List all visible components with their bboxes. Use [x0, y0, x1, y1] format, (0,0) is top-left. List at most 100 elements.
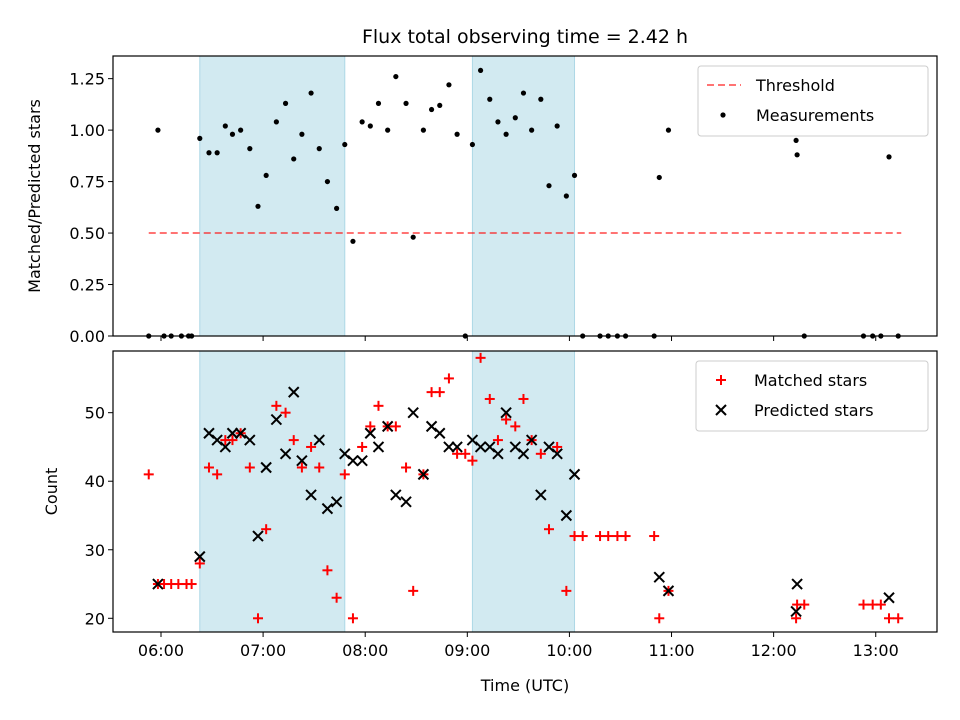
matched-star-point	[365, 421, 376, 432]
measurement-point	[538, 96, 544, 102]
matched-star-point	[373, 400, 384, 411]
measurement-point	[393, 73, 399, 80]
predicted-star-point	[407, 406, 419, 419]
legend: Threshold Measurements	[697, 65, 929, 137]
shaded-interval-2	[471, 350, 576, 633]
matched-star-point	[460, 448, 471, 459]
predicted-star-point	[535, 489, 547, 501]
measurement-point	[367, 123, 373, 129]
axes-frame	[112, 55, 938, 337]
predicted-star-point	[364, 427, 377, 439]
matched-star-point	[475, 352, 486, 363]
matched-star-point	[577, 531, 588, 542]
matched-star-point	[271, 400, 282, 411]
matched-star-point	[858, 599, 869, 610]
measurement-point	[214, 150, 220, 156]
predicted-star-point	[390, 489, 402, 501]
matched-star-point	[620, 531, 631, 542]
matched-star-point	[501, 414, 512, 425]
matched-star-point	[280, 407, 291, 418]
matched-star-point	[288, 435, 299, 446]
matched-star-point	[203, 462, 214, 473]
matched-star-point	[408, 585, 419, 596]
predicted-star-point	[381, 420, 394, 433]
predicted-star-point	[492, 448, 504, 460]
predicted-star-point	[152, 578, 164, 590]
measurement-point	[477, 67, 484, 74]
y-tick-label: 0.75	[69, 173, 105, 192]
measurement-point	[428, 106, 435, 113]
matched-star-point	[443, 373, 454, 384]
measurement-point	[359, 119, 365, 125]
predicted-star-point	[330, 496, 343, 508]
measurement-point	[282, 100, 289, 106]
predicted-star-point	[400, 496, 412, 508]
measurement-point	[222, 123, 228, 129]
predicted-star-point	[551, 448, 563, 460]
axes-frame	[112, 350, 938, 633]
measurement-point	[454, 131, 460, 137]
measurement-point	[206, 150, 212, 156]
y-tick-label: 30	[85, 541, 105, 560]
measurement-point	[793, 137, 799, 144]
bottom-panel: 20 30 40 50 06:00 07:00 08:00 09:00 10:00 11:00 12…	[42, 350, 938, 695]
matched-star-point	[227, 435, 238, 446]
matched-star-point	[518, 393, 529, 404]
predicted-star-point	[443, 441, 455, 453]
predicted-star-point	[321, 502, 334, 515]
matched-star-point	[467, 455, 478, 466]
matched-star-point	[347, 613, 358, 624]
y-axis-label: Count	[42, 468, 61, 516]
predicted-star-point	[194, 550, 206, 563]
matched-star-point	[339, 469, 350, 480]
matched-star-point	[535, 448, 546, 459]
measurement-point	[410, 234, 416, 240]
matched-star-point	[561, 585, 572, 596]
predicted-star-point	[500, 406, 512, 419]
x-tick-label: 08:00	[342, 641, 388, 660]
legend-box	[695, 360, 929, 432]
y-tick-label: 20	[85, 609, 105, 628]
predicted-star-point	[791, 578, 803, 590]
predicted-star-point	[296, 454, 308, 467]
measurement-point	[385, 127, 391, 133]
measurement-point	[308, 90, 314, 96]
predicted-star-point	[313, 434, 325, 446]
measurement-point	[375, 100, 382, 106]
measurement-point	[229, 131, 236, 137]
predicted-star-point	[347, 454, 359, 467]
matched-star-point	[649, 531, 660, 542]
matched-star-point	[791, 613, 802, 624]
y-tick-label: 40	[85, 472, 105, 491]
matched-star-point	[603, 531, 614, 542]
matched-star-point	[212, 469, 223, 480]
predicted-star-point	[288, 386, 300, 398]
matched-star-point	[484, 393, 495, 404]
x-tick-label: 10:00	[546, 641, 592, 660]
top-panel: 0.00 0.25 0.50 0.75 1.00 1.25 Matched/Predicte…	[25, 55, 938, 346]
matched-star-point	[510, 421, 521, 432]
legend-matched-swatch	[716, 375, 726, 385]
matched-star-point	[331, 592, 342, 603]
y-tick-label: 0.00	[69, 327, 105, 346]
predicted-star-point	[560, 509, 573, 522]
measurement-point	[512, 115, 518, 121]
measurement-point	[316, 146, 322, 152]
matched-star-point	[884, 613, 895, 624]
measurement-point	[255, 203, 261, 209]
legend-label: Measurements	[756, 106, 874, 125]
predicted-star-point	[226, 427, 239, 439]
y-tick-label: 0.50	[69, 224, 105, 243]
matched-star-point	[296, 462, 307, 473]
predicted-star-point	[305, 489, 317, 501]
measurement-point	[469, 141, 476, 148]
measurement-point	[334, 205, 340, 211]
measurement-point	[247, 146, 253, 152]
matched-star-point	[401, 462, 412, 473]
measurement-point	[886, 154, 892, 160]
measurement-point	[546, 183, 552, 189]
predicted-star-point	[517, 448, 530, 460]
x-tick-label: 07:00	[240, 641, 286, 660]
predicted-star-point	[653, 571, 665, 583]
